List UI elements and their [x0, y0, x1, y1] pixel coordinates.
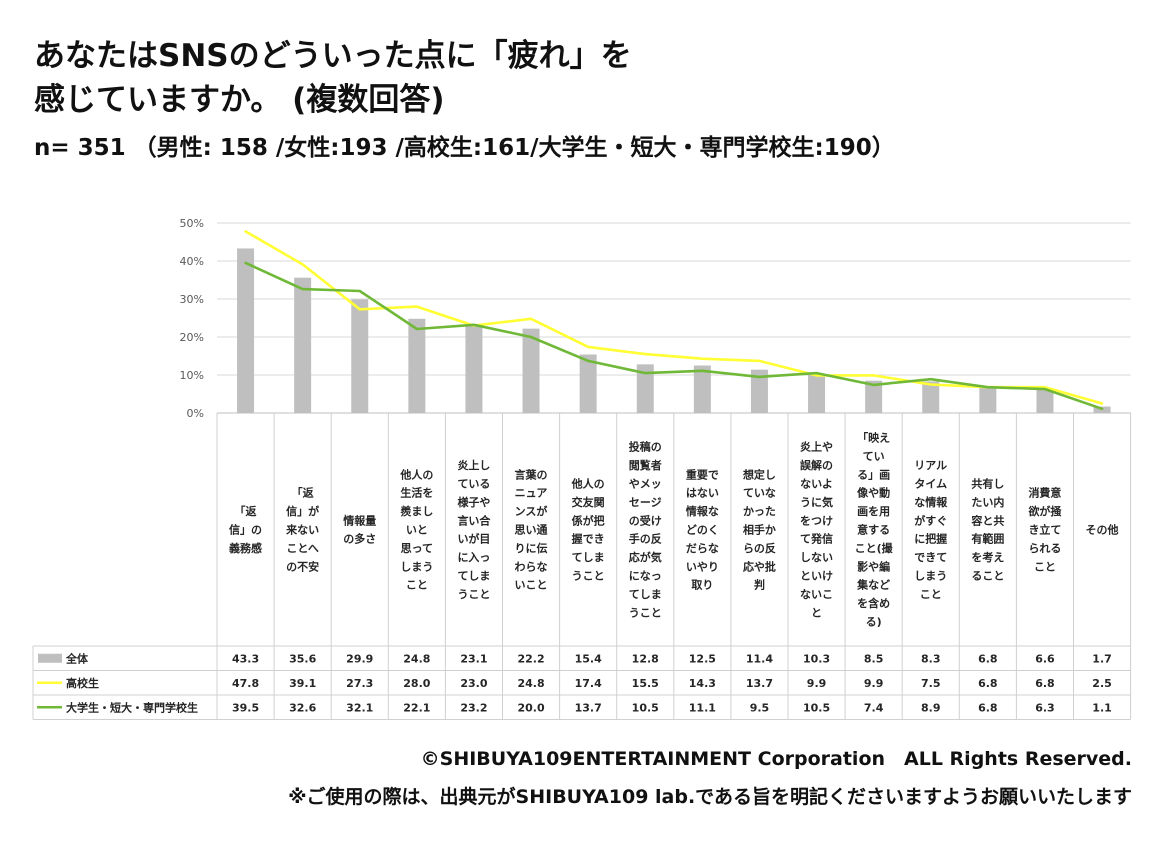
data-cell: 6.6 — [1035, 652, 1055, 665]
category-label: 「映えている」画像や動画を用意すること(撮影や編集などを含める) — [855, 431, 894, 629]
legend-label: 高校生 — [66, 676, 99, 690]
y-tick-label: 40% — [180, 255, 204, 268]
bar — [579, 354, 597, 413]
data-cell: 10.3 — [803, 652, 830, 665]
title-line-1: あなたはSNSのどういった点に「疲れ」を — [34, 38, 632, 74]
data-cell: 8.3 — [921, 652, 941, 665]
data-cell: 13.7 — [575, 701, 602, 714]
data-cell: 35.6 — [289, 652, 316, 665]
legend-key-bar — [38, 653, 62, 663]
category-label: 情報量の多さ — [343, 513, 376, 545]
copyright-text: ©SHIBUYA109ENTERTAINMENT Corporation ALL… — [420, 748, 1132, 770]
data-cell: 6.8 — [978, 701, 998, 714]
category-label: 消費意欲が掻き立てられること — [1027, 486, 1062, 574]
bar — [408, 318, 426, 413]
bar — [636, 364, 654, 413]
bar — [922, 381, 940, 413]
data-cell: 9.5 — [750, 701, 770, 714]
y-tick-label: 20% — [180, 331, 204, 344]
category-label: 言葉のニュアンスが思い通りに伝わらないこと — [515, 467, 548, 591]
data-cell: 43.3 — [232, 652, 259, 665]
category-label: リアルタイムな情報がすぐに把握できてしまうこと — [914, 459, 948, 601]
bar — [1036, 387, 1054, 413]
data-cell: 1.7 — [1092, 652, 1112, 665]
category-label: 投稿の閲覧者やメッセージの受け手の反応が気になってしまうこと — [629, 440, 662, 620]
data-cell: 2.5 — [1092, 677, 1112, 690]
category-label: 他人の生活を羨ましいと思ってしまうこと — [399, 467, 433, 591]
legend-label: 全体 — [65, 651, 89, 665]
data-cell: 6.3 — [1035, 701, 1055, 714]
data-cell: 14.3 — [689, 677, 716, 690]
data-cell: 12.8 — [632, 652, 659, 665]
category-label: 想定していなかった相手からの反応や批判 — [742, 467, 776, 591]
data-cell: 32.1 — [346, 701, 373, 714]
data-cell: 23.0 — [460, 677, 487, 690]
category-label: 炎上や誤解のないように気をつけて発信しないといけないこと — [800, 440, 833, 620]
bar — [979, 387, 997, 413]
data-cell: 22.1 — [403, 701, 430, 714]
data-cell: 11.1 — [689, 701, 716, 714]
data-cell: 20.0 — [517, 701, 544, 714]
y-tick-label: 10% — [180, 369, 204, 382]
bar — [294, 277, 312, 413]
category-label: 他人の交友関係が把握できてしまうこと — [571, 477, 605, 583]
data-cell: 24.8 — [517, 677, 544, 690]
bar — [865, 380, 883, 413]
data-cell: 9.9 — [864, 677, 884, 690]
category-label: 「返信」の義務感 — [229, 504, 262, 555]
data-cell: 47.8 — [232, 677, 259, 690]
bar — [522, 328, 540, 413]
bar — [750, 369, 768, 413]
legend-label: 大学生・短大・専門学校生 — [66, 700, 198, 714]
data-cell: 8.5 — [864, 652, 884, 665]
y-tick-label: 0% — [187, 407, 204, 420]
data-cell: 32.6 — [289, 701, 316, 714]
category-label: その他 — [1086, 523, 1119, 537]
data-cell: 6.8 — [978, 652, 998, 665]
data-cell: 7.4 — [864, 701, 884, 714]
data-cell: 1.1 — [1092, 701, 1112, 714]
data-cell: 27.3 — [346, 677, 373, 690]
bar — [808, 373, 826, 413]
data-cell: 9.9 — [807, 677, 827, 690]
data-cell: 11.4 — [746, 652, 773, 665]
title-line-2: 感じていますか。 (複数回答) — [34, 82, 445, 118]
data-cell: 17.4 — [575, 677, 602, 690]
bar — [351, 299, 369, 413]
series-line — [244, 230, 1104, 405]
data-cell: 28.0 — [403, 677, 430, 690]
y-tick-label: 30% — [180, 293, 204, 306]
data-cell: 15.4 — [575, 652, 602, 665]
data-cell: 12.5 — [689, 652, 716, 665]
data-cell: 13.7 — [746, 677, 773, 690]
bar — [693, 365, 711, 413]
bar — [465, 325, 483, 413]
usage-note: ※ご使用の際は、出典元がSHIBUYA109 lab.である旨を明記くださいます… — [288, 786, 1132, 808]
data-cell: 24.8 — [403, 652, 430, 665]
sample-size-text: n= 351 （男性: 158 /女性:193 /高校生:161/大学生・短大・… — [34, 135, 895, 161]
data-cell: 8.9 — [921, 701, 941, 714]
data-cell: 39.1 — [289, 677, 316, 690]
category-label: 「返信」が来ないことへの不安 — [285, 486, 319, 574]
chart-title: あなたはSNSのどういった点に「疲れ」を 感じていますか。 (複数回答) — [34, 34, 934, 122]
data-cell: 23.2 — [460, 701, 487, 714]
data-cell: 10.5 — [632, 701, 659, 714]
data-cell: 23.1 — [460, 652, 487, 665]
category-label: 炎上している様子や言い合いが目に入ってしまうこと — [457, 458, 491, 601]
data-cell: 7.5 — [921, 677, 941, 690]
data-cell: 10.5 — [803, 701, 830, 714]
data-cell: 6.8 — [978, 677, 998, 690]
data-cell: 29.9 — [346, 652, 373, 665]
category-label: 重要ではない情報などのくだらないやり取り — [686, 467, 719, 591]
data-cell: 15.5 — [632, 677, 659, 690]
bar — [237, 248, 255, 413]
data-cell: 22.2 — [517, 652, 544, 665]
series-line — [244, 261, 1104, 411]
category-label: 共有したい内容と共有範囲を考えること — [970, 477, 1004, 583]
data-cell: 6.8 — [1035, 677, 1055, 690]
data-cell: 39.5 — [232, 701, 259, 714]
y-tick-label: 50% — [180, 217, 204, 230]
